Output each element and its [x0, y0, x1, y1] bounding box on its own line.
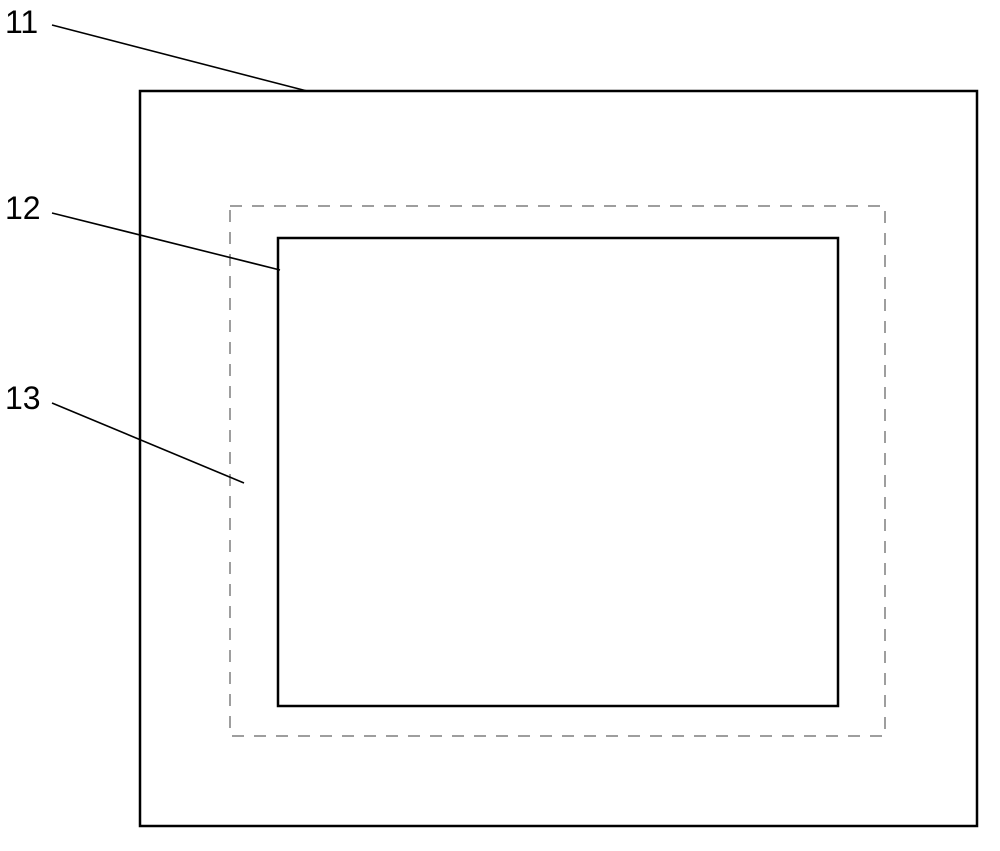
leader-line-13	[52, 403, 244, 483]
technical-diagram	[0, 0, 1000, 851]
label-13: 13	[5, 380, 41, 417]
label-11: 11	[5, 4, 38, 41]
rect-13-dashed	[230, 206, 885, 736]
rect-11-outer	[140, 91, 977, 826]
leader-line-11	[52, 25, 307, 91]
rect-12-inner	[278, 238, 838, 706]
leader-line-12	[52, 213, 280, 270]
label-12: 12	[5, 190, 41, 227]
